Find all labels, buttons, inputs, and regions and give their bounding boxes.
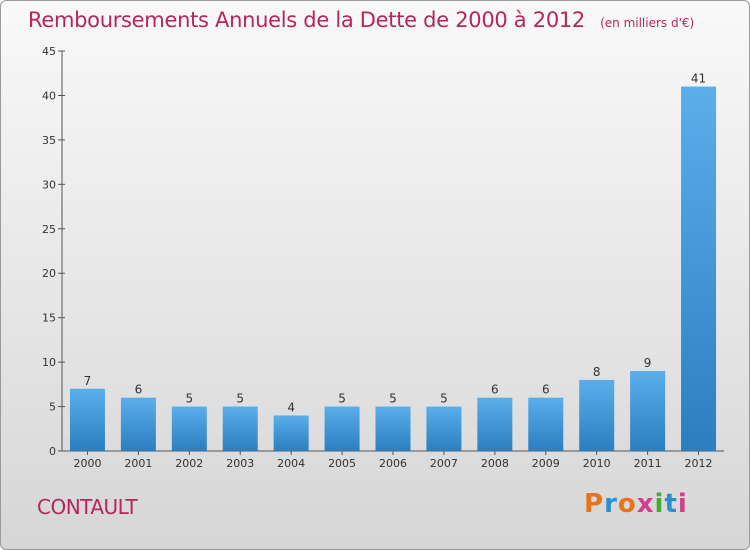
- value-label-2000: 7: [84, 374, 92, 388]
- value-label-2005: 5: [338, 392, 346, 406]
- x-tick-label-2006: 2006: [379, 457, 407, 470]
- bar-2008: [477, 397, 513, 451]
- chart-title-text: Remboursements Annuels de la Dette de 20…: [28, 8, 585, 32]
- bar-2001: [120, 397, 156, 451]
- y-tick-label: 30: [42, 178, 56, 191]
- x-tick-label-2003: 2003: [226, 457, 254, 470]
- value-label-2011: 9: [644, 356, 652, 370]
- x-tick-label-2000: 2000: [73, 457, 101, 470]
- chart-unit-text: (en milliers d'€): [600, 16, 695, 30]
- value-label-2010: 8: [593, 365, 601, 379]
- proxiti-logo: Proxiti: [584, 489, 688, 519]
- value-label-2008: 6: [491, 383, 499, 397]
- bar-2012: [681, 86, 717, 452]
- bar-2003: [222, 406, 258, 451]
- bar-2007: [426, 406, 462, 451]
- value-label-2009: 6: [542, 383, 550, 397]
- y-tick-label: 5: [49, 401, 56, 414]
- bar-2009: [528, 397, 564, 451]
- logo-letter: t: [664, 489, 678, 519]
- bar-2006: [375, 406, 411, 451]
- bar-2010: [579, 379, 615, 451]
- logo-letter: r: [604, 489, 618, 519]
- logo-letter: i: [677, 489, 688, 519]
- y-tick-label: 45: [42, 45, 56, 58]
- x-tick-label-2001: 2001: [124, 457, 152, 470]
- x-tick-label-2010: 2010: [583, 457, 611, 470]
- x-tick-label-2009: 2009: [532, 457, 560, 470]
- bar-2005: [324, 406, 360, 451]
- logo-letter: x: [636, 489, 655, 519]
- x-tick-label-2008: 2008: [481, 457, 509, 470]
- value-label-2004: 4: [287, 400, 295, 414]
- y-tick-label: 40: [42, 89, 56, 102]
- y-tick-label: 25: [42, 223, 56, 236]
- value-label-2001: 6: [135, 383, 143, 397]
- y-tick-label: 10: [42, 356, 56, 369]
- value-label-2006: 5: [389, 392, 397, 406]
- y-tick-label: 15: [42, 312, 56, 325]
- value-label-2002: 5: [185, 392, 193, 406]
- x-tick-label-2002: 2002: [175, 457, 203, 470]
- y-tick-label: 35: [42, 134, 56, 147]
- y-tick-label: 20: [42, 267, 56, 280]
- commune-name: CONTAULT: [37, 495, 138, 519]
- x-tick-label-2012: 2012: [685, 457, 713, 470]
- y-tick-label: 0: [49, 445, 56, 458]
- x-tick-label-2005: 2005: [328, 457, 356, 470]
- value-label-2007: 5: [440, 392, 448, 406]
- bar-2000: [69, 388, 105, 451]
- value-label-2003: 5: [236, 392, 244, 406]
- chart-title: Remboursements Annuels de la Dette de 20…: [28, 8, 694, 32]
- logo-letter: i: [654, 489, 665, 519]
- bar-2004: [273, 415, 309, 451]
- x-tick-label-2007: 2007: [430, 457, 458, 470]
- logo-letter: o: [617, 489, 637, 519]
- logo-letter: P: [584, 489, 605, 519]
- bar-2011: [630, 371, 666, 451]
- x-tick-label-2011: 2011: [634, 457, 662, 470]
- x-tick-label-2004: 2004: [277, 457, 305, 470]
- bar-2002: [171, 406, 207, 451]
- value-label-2012: 41: [691, 72, 706, 86]
